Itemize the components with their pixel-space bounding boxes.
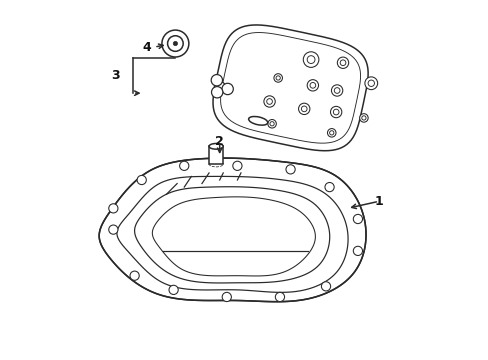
Circle shape — [334, 87, 339, 93]
Text: 3: 3 — [111, 69, 119, 82]
Circle shape — [306, 56, 314, 63]
Circle shape — [222, 292, 231, 302]
Circle shape — [276, 76, 280, 80]
Circle shape — [214, 82, 225, 93]
Text: 2: 2 — [215, 135, 224, 148]
Circle shape — [169, 285, 178, 294]
Circle shape — [301, 106, 306, 112]
Circle shape — [331, 85, 342, 96]
Text: 4: 4 — [142, 41, 151, 54]
Circle shape — [264, 96, 275, 107]
Circle shape — [361, 116, 366, 120]
Circle shape — [167, 36, 183, 51]
Circle shape — [330, 106, 341, 118]
Circle shape — [333, 109, 338, 115]
Circle shape — [364, 77, 377, 90]
Circle shape — [329, 131, 333, 135]
Circle shape — [359, 114, 367, 122]
Ellipse shape — [209, 161, 223, 167]
Circle shape — [298, 103, 309, 114]
Circle shape — [306, 80, 318, 91]
Circle shape — [325, 183, 333, 192]
Circle shape — [162, 30, 188, 57]
Ellipse shape — [209, 144, 223, 149]
Circle shape — [309, 82, 315, 88]
Circle shape — [275, 292, 284, 302]
Circle shape — [211, 87, 223, 98]
Circle shape — [266, 99, 272, 104]
Polygon shape — [213, 25, 367, 151]
Circle shape — [211, 75, 222, 86]
Circle shape — [137, 175, 146, 185]
Circle shape — [222, 83, 233, 95]
Circle shape — [108, 225, 118, 234]
Circle shape — [321, 282, 330, 291]
Circle shape — [303, 52, 318, 67]
Circle shape — [267, 120, 276, 128]
Polygon shape — [209, 146, 223, 164]
Circle shape — [353, 215, 362, 224]
Circle shape — [367, 80, 374, 86]
Polygon shape — [99, 158, 366, 302]
Circle shape — [327, 129, 335, 137]
Circle shape — [269, 122, 274, 126]
Circle shape — [179, 161, 188, 170]
Circle shape — [273, 74, 282, 82]
Circle shape — [337, 57, 348, 68]
Circle shape — [232, 161, 242, 170]
Circle shape — [285, 165, 295, 174]
Circle shape — [130, 271, 139, 280]
Circle shape — [173, 41, 177, 46]
Text: 1: 1 — [374, 195, 383, 208]
Circle shape — [108, 204, 118, 213]
Circle shape — [340, 60, 345, 66]
Ellipse shape — [248, 117, 267, 125]
Circle shape — [353, 246, 362, 256]
